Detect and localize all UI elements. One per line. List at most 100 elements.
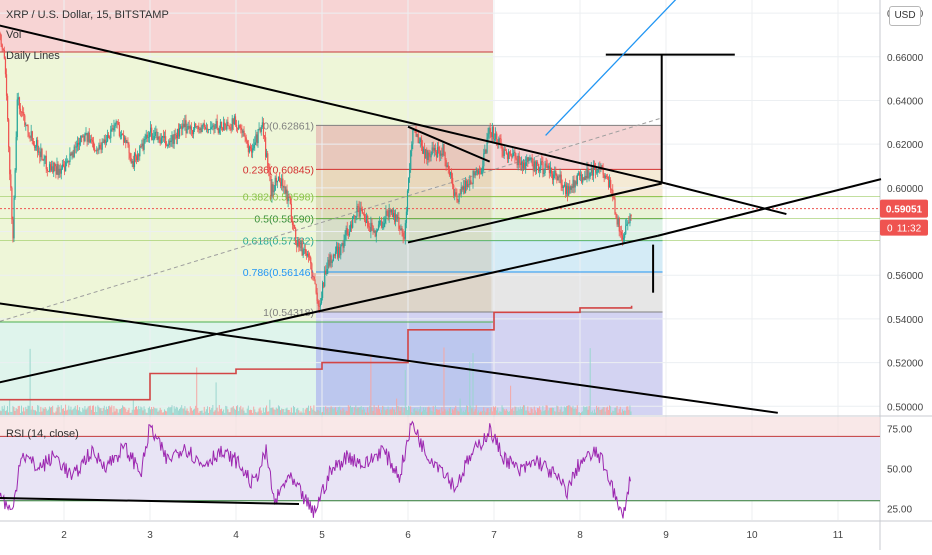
volume-bar [469, 362, 471, 415]
countdown-badge [880, 219, 928, 236]
volume-bar [405, 406, 407, 415]
candle-body [531, 158, 533, 165]
volume-bar [561, 411, 563, 415]
candle-body [103, 139, 105, 143]
volume-bar [34, 410, 36, 415]
candle-body [499, 138, 501, 140]
candle-body [287, 197, 289, 202]
volume-bar [184, 406, 186, 415]
candle-body [503, 149, 505, 157]
candle-body [331, 260, 333, 264]
volume-bar [427, 407, 429, 415]
candle-body [538, 163, 540, 172]
candle-body [67, 161, 69, 162]
volume-bar [253, 406, 255, 415]
candle-body [566, 185, 568, 194]
volume-bar [523, 405, 525, 415]
candle-body [276, 180, 279, 183]
candle-body [16, 99, 18, 138]
candle-body [57, 163, 59, 176]
volume-bar [173, 406, 175, 415]
candle-body [441, 153, 443, 156]
volume-bar [295, 412, 297, 415]
candle-body [570, 186, 572, 190]
volume-bar [19, 412, 21, 415]
volume-bar [528, 411, 530, 415]
volume-bar [114, 411, 116, 415]
volume-legend[interactable]: Vol [6, 29, 22, 41]
volume-bar [282, 409, 284, 415]
candle-body [152, 139, 154, 141]
candle-body [481, 170, 483, 174]
candle-body [341, 243, 343, 246]
fib-level-label: 0.786(0.56146) [243, 267, 314, 279]
fib-trend-line [0, 117, 662, 322]
volume-bar [538, 408, 540, 415]
volume-bar [119, 408, 121, 415]
candle-body [141, 143, 143, 147]
candle-body [334, 251, 337, 256]
volume-bar [485, 412, 487, 415]
volume-bar [104, 409, 106, 415]
candle-body [312, 273, 314, 277]
candle-body [136, 156, 138, 161]
volume-bar [126, 412, 128, 415]
candle-body [454, 192, 456, 196]
daily-lines-legend[interactable]: Daily Lines [6, 50, 60, 62]
candle-body [462, 186, 465, 190]
volume-bar [618, 409, 620, 415]
candle-body [447, 165, 449, 170]
volume-bar [139, 409, 141, 415]
candle-body [61, 164, 64, 169]
volume-bar [226, 406, 228, 415]
candle-body [72, 152, 74, 158]
candle-body [218, 128, 220, 133]
volume-bar [463, 412, 465, 415]
candle-body [308, 253, 310, 257]
volume-bar [317, 410, 319, 415]
candle-body [457, 200, 459, 203]
candle-body [236, 124, 238, 128]
candle-body [21, 111, 23, 113]
time-tick-label: 4 [233, 530, 239, 541]
candle-body [492, 127, 495, 140]
volume-bar [103, 405, 105, 415]
candle-body [60, 168, 62, 174]
volume-bar [51, 406, 53, 415]
volume-bar [562, 411, 564, 415]
volume-bar [194, 408, 196, 415]
volume-bar [602, 407, 604, 415]
candle-body [2, 48, 4, 50]
rsi-legend[interactable]: RSI (14, close) [6, 428, 79, 440]
candle-body [382, 227, 384, 228]
volume-bar [193, 409, 194, 415]
volume-bar [355, 405, 357, 415]
candle-body [254, 142, 256, 145]
volume-bar [61, 408, 63, 415]
candle-body [324, 270, 326, 287]
candle-body [585, 175, 587, 179]
candle-body [280, 181, 282, 186]
candle-body [627, 222, 629, 225]
volume-bar [285, 408, 287, 415]
time-tick-label: 8 [577, 530, 583, 541]
currency-button[interactable]: USD [889, 6, 921, 26]
candle-body [618, 218, 620, 232]
candle-body [97, 149, 99, 151]
candle-body [518, 155, 520, 164]
candle-body [228, 125, 230, 128]
volume-bar [388, 409, 390, 415]
volume-bar [46, 410, 48, 415]
price-tick-label: 0.66000 [887, 53, 924, 64]
volume-bar [64, 410, 65, 415]
volume-bar [480, 411, 482, 415]
candle-body [303, 249, 305, 250]
volume-bar [454, 407, 456, 415]
volume-bar [238, 411, 240, 415]
candle-body [612, 189, 614, 198]
candle-body [155, 131, 157, 133]
volume-bar [378, 409, 380, 415]
candle-body [575, 181, 577, 185]
